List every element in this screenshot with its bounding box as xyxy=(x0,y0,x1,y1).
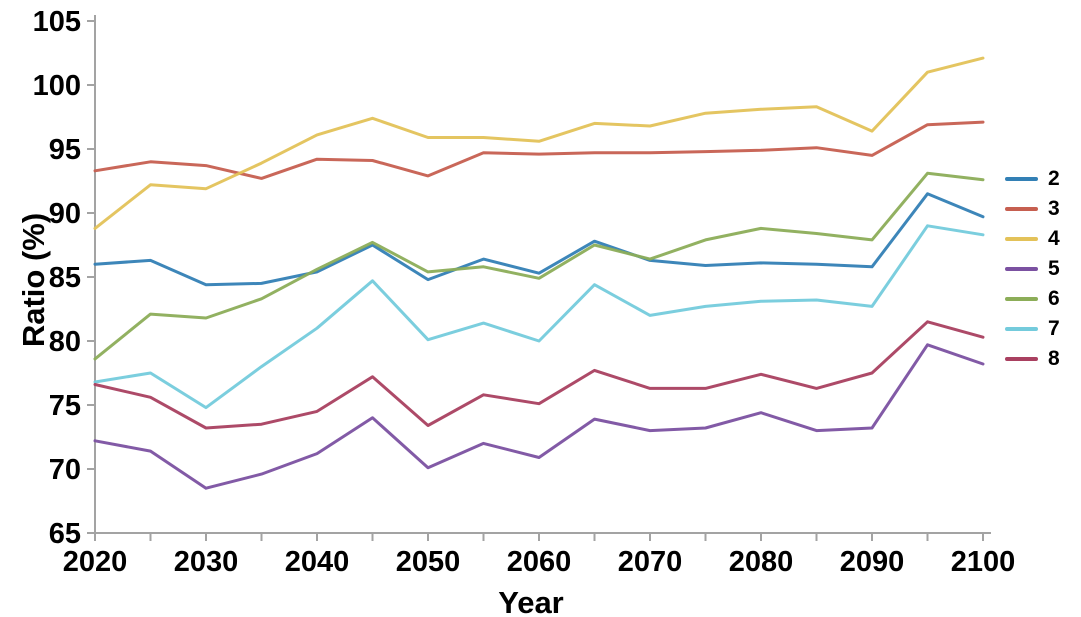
series-line-3 xyxy=(93,120,985,180)
series-line-6 xyxy=(93,171,985,361)
x-tick-label: 2090 xyxy=(840,546,905,578)
legend-label: 5 xyxy=(1048,257,1060,280)
y-tick-label: 100 xyxy=(33,70,81,102)
legend-label: 8 xyxy=(1048,347,1060,370)
series-line-8 xyxy=(93,320,985,430)
y-axis-title: Ratio (%) xyxy=(16,212,51,348)
legend-label: 4 xyxy=(1048,227,1060,250)
legend-line-swatch xyxy=(1005,356,1038,361)
x-axis-title: Year xyxy=(498,585,564,617)
series-line-5 xyxy=(93,343,985,490)
legend-line-swatch xyxy=(1005,176,1038,181)
y-tick-label: 85 xyxy=(49,262,81,294)
series-line-2 xyxy=(93,192,985,287)
legend-line-swatch xyxy=(1005,296,1038,301)
x-tick-label: 2030 xyxy=(174,546,239,578)
legend-line-swatch xyxy=(1005,266,1038,271)
legend-item-2: 2 xyxy=(1005,168,1060,189)
legend-item-3: 3 xyxy=(1005,198,1060,219)
legend-item-5: 5 xyxy=(1005,258,1060,279)
x-tick-label: 2040 xyxy=(285,546,350,578)
legend-item-7: 7 xyxy=(1005,318,1060,339)
legend-line-swatch xyxy=(1005,206,1038,211)
legend-item-6: 6 xyxy=(1005,288,1060,309)
x-tick-label: 2050 xyxy=(396,546,461,578)
y-tick-label: 80 xyxy=(49,326,81,358)
y-tick-label: 105 xyxy=(33,6,81,38)
y-tick-label: 95 xyxy=(49,134,81,166)
legend-item-4: 4 xyxy=(1005,228,1060,249)
x-tick-label: 2060 xyxy=(507,546,572,578)
y-tick-label: 65 xyxy=(49,518,81,550)
y-tick-label: 90 xyxy=(49,198,81,230)
y-tick-label: 75 xyxy=(49,390,81,422)
legend-line-swatch xyxy=(1005,326,1038,331)
legend-label: 6 xyxy=(1048,287,1060,310)
legend-line-swatch xyxy=(1005,236,1038,241)
legend-label: 7 xyxy=(1048,317,1060,340)
x-tick-label: 2100 xyxy=(951,546,1016,578)
series-line-4 xyxy=(93,56,985,230)
series-line-7 xyxy=(93,224,985,410)
legend-label: 3 xyxy=(1048,197,1060,220)
legend-item-8: 8 xyxy=(1005,348,1060,369)
x-tick-label: 2080 xyxy=(729,546,794,578)
y-tick-label: 70 xyxy=(49,454,81,486)
legend-label: 2 xyxy=(1048,167,1060,190)
legend: 2 3 4 5 6 7 8 xyxy=(1005,168,1060,369)
x-tick-label: 2070 xyxy=(618,546,683,578)
x-tick-label: 2020 xyxy=(63,546,128,578)
